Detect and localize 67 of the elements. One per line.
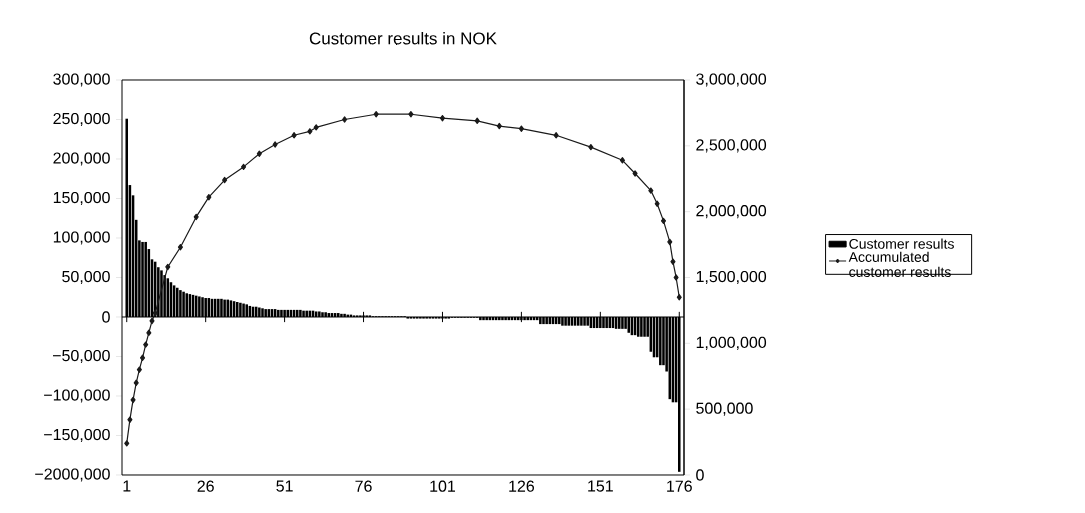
point [588,143,594,151]
y2-tick-label: 3,000,000 [696,73,767,87]
point [619,157,625,164]
point [146,329,152,336]
point [272,141,278,148]
point [496,122,502,130]
y2-tick-label: 1,500,000 [696,270,767,285]
point [553,132,559,139]
point [373,111,379,118]
y-tick-label: 100,000 [53,231,110,245]
point [632,170,638,177]
x-tick-label: 26 [197,480,214,492]
point [222,176,228,184]
y2-tick-label: 2,000,000 [696,205,767,219]
point [676,294,682,301]
chart-title: Customer results in NOK [309,31,497,45]
x-tick-label: 126 [509,480,535,492]
point [291,132,297,139]
y-tick-label: −50,000 [52,349,110,364]
y-tick-label: 150,000 [53,191,110,206]
x-tick-label: 1 [123,480,131,492]
x-tick-label: 151 [588,480,613,492]
y2-tick-label: 1,000,000 [696,336,767,350]
y-tick-label: −2000,000 [35,468,110,482]
point [518,125,524,132]
point [307,128,313,135]
point [474,117,480,125]
y2-tick-label: 0 [696,469,704,481]
point [165,263,171,271]
y2-tick-label: 500,000 [696,402,753,416]
point [256,150,262,157]
x-tick-label: 51 [276,480,293,492]
point [149,317,155,325]
y-tick-label: 0 [102,311,110,323]
y-tick-label: 200,000 [53,152,110,166]
point [152,309,158,317]
y-tick-label: −150,000 [44,428,110,443]
point [143,341,149,348]
point [193,213,199,221]
x-tick-label: 101 [430,480,456,492]
point [439,114,446,122]
y2-tick-label: 2,500,000 [696,139,767,153]
point [408,111,414,118]
point [130,396,136,404]
x-tick-label: 176 [667,480,692,492]
y-tick-label: 300,000 [53,73,110,87]
point [648,187,654,194]
point [139,354,146,361]
point [127,416,133,423]
point [133,379,139,387]
point [241,163,247,171]
point [136,366,142,373]
point [667,238,673,246]
point [654,200,660,207]
y-tick-label: −100,000 [44,389,110,403]
y-tick-label: 50,000 [62,270,110,285]
point [673,274,679,281]
legend-label: Customer results [849,238,954,249]
point [124,440,130,447]
point [177,244,183,251]
point [342,116,348,123]
point [313,124,319,131]
point [206,193,212,201]
y-tick-label: 250,000 [53,112,110,127]
x-tick-label: 76 [355,480,372,492]
point [660,217,667,225]
point [670,258,676,265]
